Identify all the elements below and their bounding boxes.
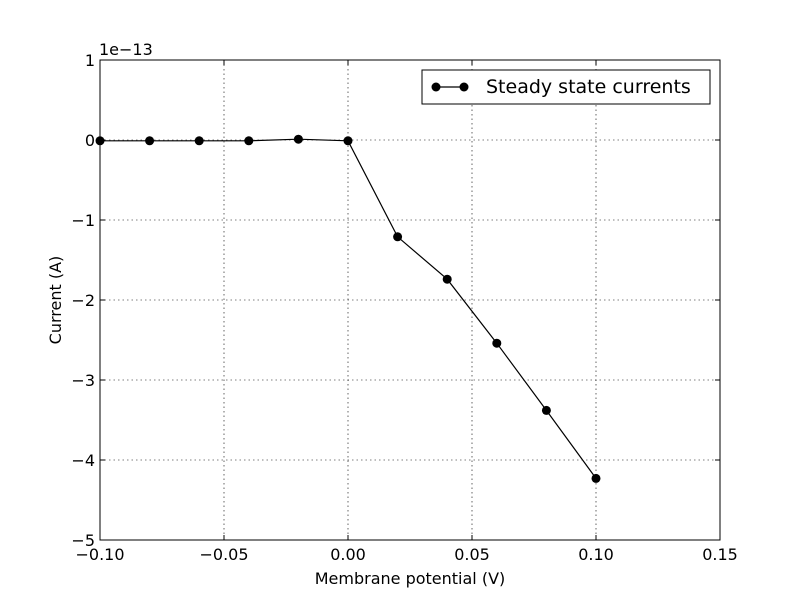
y-tick-label: 0: [85, 131, 95, 150]
grid: [99, 59, 721, 541]
data-point: [541, 405, 551, 415]
x-tick-label: 0.05: [454, 545, 490, 564]
series-layer: [95, 134, 601, 483]
y-tick-label: 1: [85, 51, 95, 70]
y-tick-label: −1: [71, 211, 95, 230]
data-point: [442, 274, 452, 284]
data-point: [145, 136, 155, 146]
data-point: [492, 338, 502, 348]
y-tick-label: −3: [71, 371, 95, 390]
legend-marker-left: [431, 82, 441, 92]
x-tick-label: 0.15: [702, 545, 738, 564]
ticks: −0.10 −0.05 0.00 0.05 0.10 0.15 −5 −4 −3 −2 −1 0 1: [71, 51, 737, 564]
x-tick-label: −0.05: [199, 545, 248, 564]
y-tick-label: −5: [71, 531, 95, 550]
y-tick-label: −2: [71, 291, 95, 310]
legend-label: Steady state currents: [486, 76, 691, 98]
y-tick-label: −4: [71, 451, 95, 470]
data-point: [194, 136, 204, 146]
y-axis-label: Current (A): [46, 256, 65, 345]
legend-box: [421, 69, 711, 105]
x-tick-label: 0.10: [578, 545, 614, 564]
x-tick-label: −0.10: [75, 545, 124, 564]
legend: Steady state currents: [421, 69, 711, 105]
y-offset-label: 1e−13: [99, 40, 153, 59]
data-point: [293, 134, 303, 144]
data-point: [591, 473, 601, 483]
x-axis-label: Membrane potential (V): [315, 569, 506, 588]
data-point: [393, 232, 403, 242]
data-point: [343, 136, 353, 146]
x-tick-label: 0.00: [330, 545, 366, 564]
legend-marker-right: [459, 82, 469, 92]
data-point: [244, 136, 254, 146]
